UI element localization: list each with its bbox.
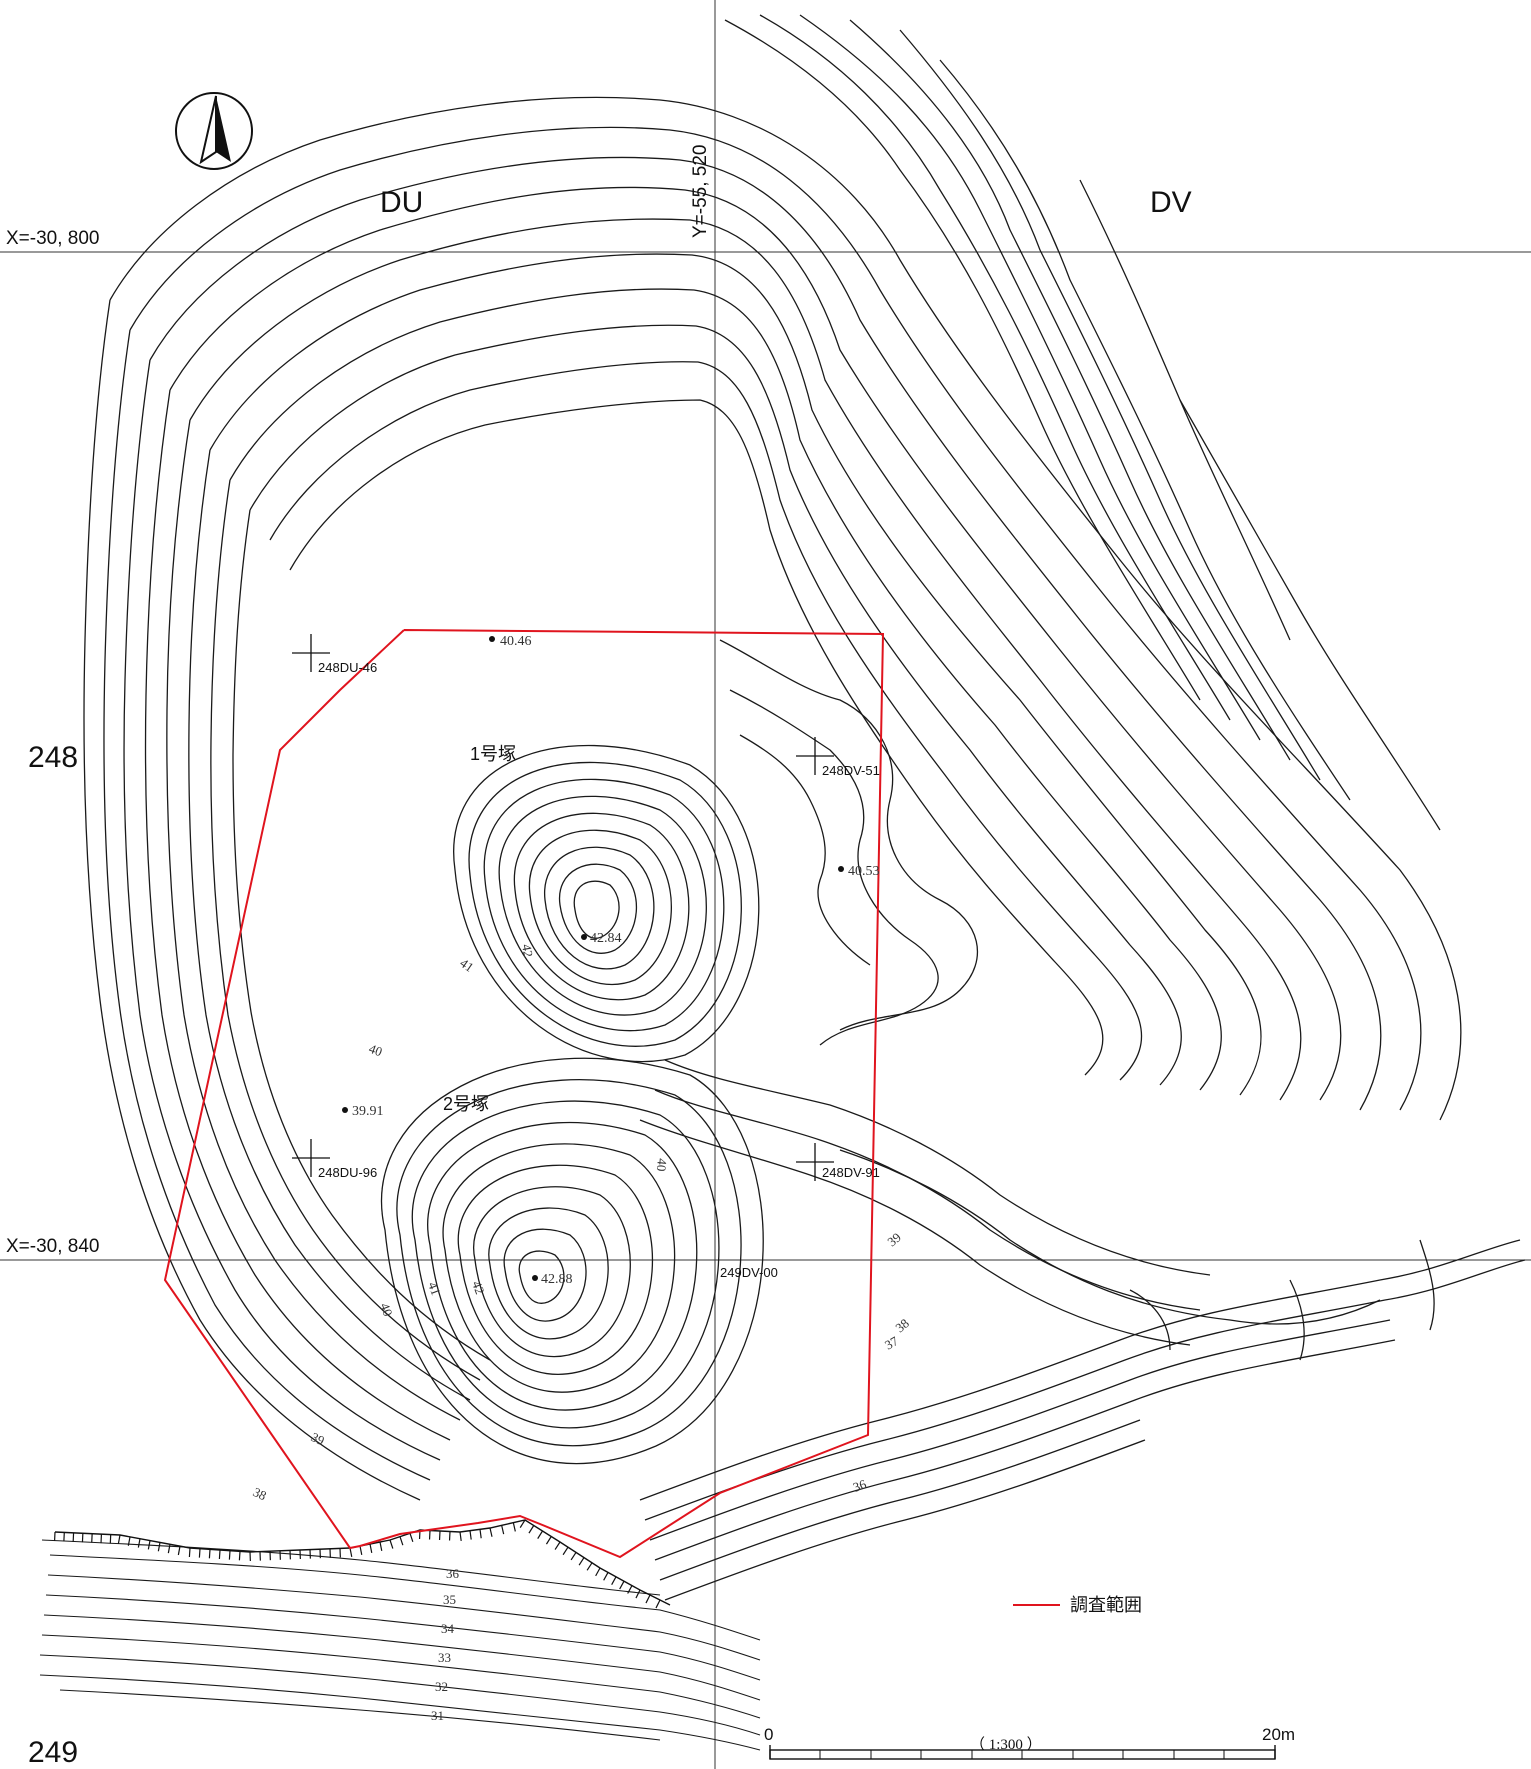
scarp-hachure-tick: [537, 1530, 544, 1539]
scarp-hachure-tick: [645, 1594, 651, 1604]
scarp-hachure-tick: [167, 1544, 171, 1554]
row-label-248: 248: [28, 741, 78, 774]
scarp-hachure-tick: [489, 1527, 493, 1537]
survey-area-boundary: [163, 629, 885, 1559]
scarp-hachure-tick: [479, 1529, 482, 1539]
scarp-hachure-tick: [459, 1531, 462, 1542]
contours-mound-1: [453, 744, 760, 1063]
scarp-hachure-tick: [501, 1525, 505, 1535]
contours-plateau: [639, 639, 1381, 1346]
scarp-hachure-tick: [127, 1536, 131, 1546]
scarp-hachure-tick: [578, 1557, 585, 1566]
scarp-hachure-tick: [655, 1599, 661, 1609]
contour-label-6: 42: [469, 1279, 488, 1296]
legend-survey-area-label: 調査範囲: [1070, 1595, 1142, 1615]
spot-height-3: 39.91: [352, 1104, 384, 1119]
contour-label-18: 32: [435, 1679, 448, 1694]
contour-label-12: 39: [884, 1229, 904, 1249]
scarp-hachure-tick: [512, 1522, 516, 1532]
contour-label-14: 36: [446, 1566, 460, 1581]
contour-label-10: 37: [882, 1333, 901, 1353]
scarp-hachure-tick: [399, 1536, 404, 1546]
scarp-hachure-tick: [359, 1545, 363, 1555]
scarp-hachure-tick: [208, 1549, 211, 1559]
scarp-hachure-tick: [218, 1549, 221, 1560]
scarp-hachure-tick: [562, 1546, 569, 1556]
scarp-hachure-tick: [545, 1536, 552, 1545]
scale-ratio-label: （ 1:300 ）: [970, 1736, 1042, 1753]
contour-label-7: 40: [377, 1301, 396, 1318]
contour-label-17: 33: [438, 1650, 451, 1665]
grid-point-label-3: 248DU-96: [318, 1165, 377, 1180]
x-coord-label-840: X=-30, 840: [6, 1236, 100, 1257]
scarp-hachure-tick: [188, 1547, 191, 1558]
scarp-hachures: [53, 1519, 671, 1609]
contour-label-15: 35: [443, 1592, 456, 1607]
contour-label-13: 38: [892, 1315, 912, 1335]
scarp-hachure-tick: [198, 1548, 201, 1558]
contour-label-5: 41: [425, 1280, 444, 1297]
contours-hill: [83, 96, 1462, 1501]
grid-point-markers: [292, 634, 834, 1181]
spot-height-dots: [342, 636, 844, 1281]
contours-mound-2: [380, 1057, 764, 1465]
x-coord-label-800: X=-30, 800: [6, 228, 100, 249]
scarp-hachure-tick: [409, 1533, 414, 1543]
zone-label-du: DU: [380, 186, 423, 219]
grid-point-label-2: 248DV-51: [822, 763, 880, 778]
contours-escarpment: [39, 1539, 761, 1751]
scarp-hachure-tick: [228, 1550, 231, 1560]
scarp-hachure-tick: [379, 1541, 383, 1551]
scarp-hachure-tick: [603, 1572, 609, 1581]
scale-start-label: 0: [764, 1725, 773, 1744]
grid-point-label-5: 249DV-00: [720, 1265, 778, 1280]
scarp-hachure-tick: [611, 1576, 617, 1585]
contour-label-3: 40: [367, 1041, 384, 1060]
north-arrow-icon: [175, 92, 253, 170]
scarp-hachure-tick: [389, 1539, 394, 1549]
scarp-hachure-tick: [137, 1538, 141, 1548]
scarp-hachure-tick: [147, 1540, 151, 1550]
scarp-hachure-tick: [349, 1547, 353, 1557]
scale-end-label: 20m: [1262, 1725, 1295, 1744]
scarp-hachure-tick: [177, 1546, 181, 1556]
y-coord-label-520: Y=-55, 520: [690, 145, 711, 239]
scarp-hachure-tick: [117, 1534, 121, 1544]
contour-label-11: 36: [851, 1476, 869, 1495]
mound-label-1: 1号塚: [470, 744, 516, 764]
scarp-hachure-tick: [627, 1585, 633, 1594]
scarp-hachure-tick: [369, 1543, 373, 1553]
contour-label-4: 40: [654, 1158, 670, 1172]
scarp-hachure-tick: [554, 1541, 561, 1550]
contour-label-1: 42: [519, 943, 536, 958]
spot-height-1: 40.46: [500, 634, 532, 649]
scale-bar: [769, 1745, 1276, 1760]
scarp-hachure-tick: [469, 1530, 472, 1540]
spot-height-2: 40.53: [848, 864, 880, 879]
mound-label-2: 2号塚: [443, 1094, 489, 1114]
contour-label-9: 38: [251, 1484, 269, 1503]
contour-label-8: 39: [309, 1429, 327, 1448]
grid-point-label-1: 248DU-46: [318, 660, 377, 675]
grid-point-label-4: 248DV-91: [822, 1165, 880, 1180]
row-label-249: 249: [28, 1736, 78, 1769]
scarp-hachure-tick: [586, 1562, 593, 1571]
peak-elevation-2: 42.88: [541, 1272, 573, 1287]
scarp-hachure-tick: [528, 1525, 535, 1534]
scarp-hachure-tick: [635, 1589, 641, 1599]
peak-elevation-1: 42.84: [590, 931, 622, 946]
scarp-hachure-tick: [619, 1580, 625, 1590]
contour-label-19: 31: [431, 1708, 444, 1723]
contours-southeast: [639, 1239, 1526, 1601]
scarp-hachure-tick: [157, 1542, 161, 1552]
scarp-hachure-tick: [238, 1551, 241, 1561]
scarp-hachure-tick: [570, 1552, 577, 1561]
zone-label-dv: DV: [1150, 186, 1192, 219]
contour-label-16: 34: [441, 1621, 455, 1636]
contours-outer: [724, 14, 1441, 831]
scarp-hachure-tick: [519, 1519, 526, 1528]
contour-label-2: 41: [457, 955, 476, 975]
scarp-hachure-tick: [595, 1567, 601, 1577]
